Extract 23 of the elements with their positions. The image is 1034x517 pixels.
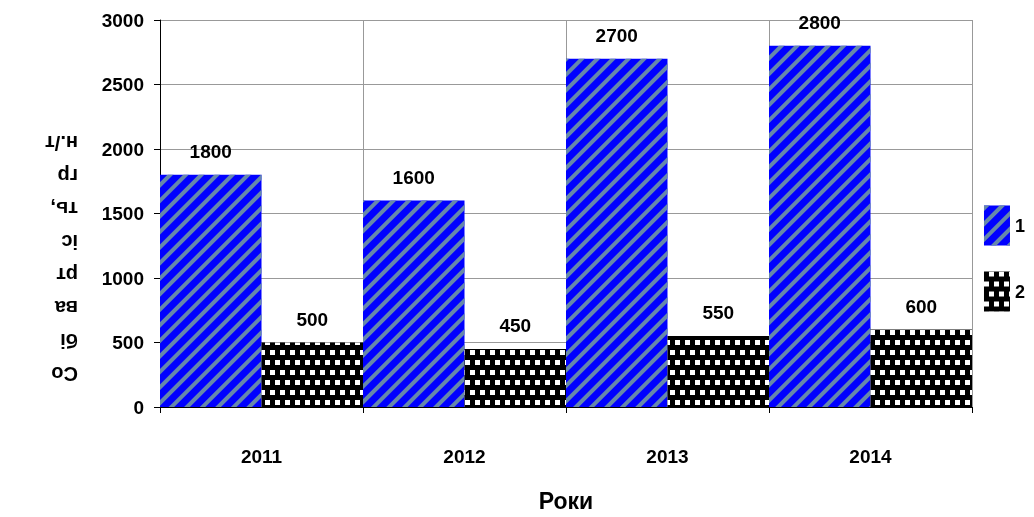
x-axis-title: Роки xyxy=(538,487,594,514)
y-tick-label: 2000 xyxy=(101,138,144,160)
y-tick-label: 3000 xyxy=(101,9,144,31)
data-label: 2800 xyxy=(798,11,841,33)
x-tick-label: 2013 xyxy=(646,446,689,467)
y-tick-label: 1500 xyxy=(101,203,144,224)
y-axis-title: Собівартість, грн./т xyxy=(44,132,78,385)
data-label: 1600 xyxy=(392,166,435,188)
data-label: 600 xyxy=(905,295,938,317)
data-label: 1800 xyxy=(189,140,232,162)
x-tick-label: 2011 xyxy=(240,446,283,467)
x-tick-label: 2014 xyxy=(849,446,893,467)
data-label: 2700 xyxy=(595,24,638,46)
y-tick-label: 500 xyxy=(112,332,144,353)
legend-label: 1 xyxy=(1014,215,1025,236)
legend-label: 2 xyxy=(1014,281,1025,302)
data-label: 450 xyxy=(499,314,532,336)
data-label: 500 xyxy=(296,308,329,330)
x-tick-label: 2012 xyxy=(443,446,486,467)
data-label: 550 xyxy=(702,302,735,324)
y-tick-label: 2500 xyxy=(101,74,144,95)
y-tick-label: 1000 xyxy=(101,267,144,289)
y-tick-label: 0 xyxy=(133,396,144,418)
